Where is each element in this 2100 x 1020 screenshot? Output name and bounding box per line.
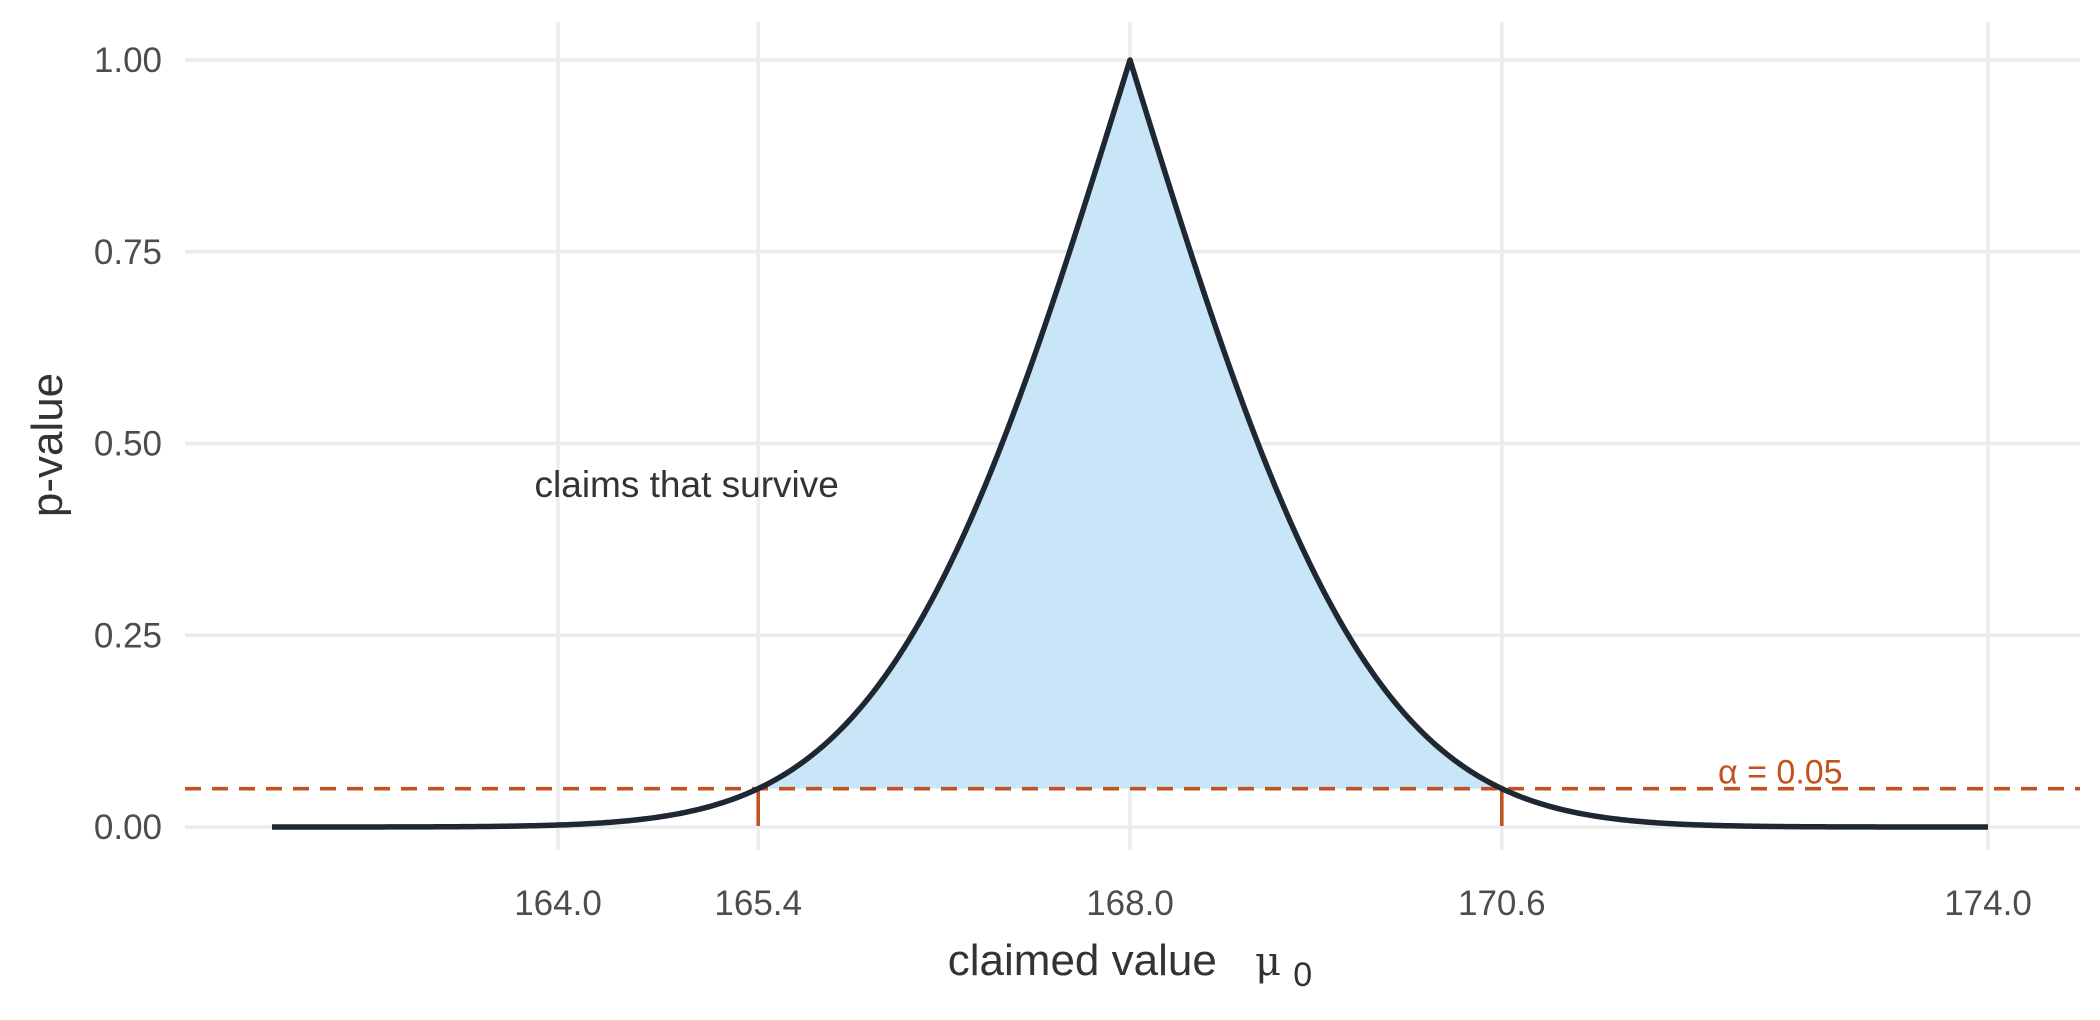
p-value-curve <box>271 57 1989 830</box>
y-tick-label-2: 0.50 <box>94 425 162 464</box>
ci-bound-markers <box>756 788 1504 826</box>
y-tick-label-4: 1.00 <box>94 41 162 80</box>
claims-annotation: claims that survive <box>535 464 839 505</box>
x-tick-label-3: 170.6 <box>1458 884 1546 923</box>
y-tick-label-1: 0.25 <box>94 616 162 655</box>
survival-region-area <box>758 60 1502 789</box>
x-tick-label-1: 165.4 <box>714 884 802 923</box>
x-tick-label-2: 168.0 <box>1086 884 1174 923</box>
y-tick-labels: 0.00 0.25 0.50 0.75 1.00 <box>94 41 162 847</box>
x-axis-title-text: claimed value <box>948 936 1217 985</box>
x-axis-title: claimed value μ 0 <box>948 936 1312 994</box>
x-tick-label-4: 174.0 <box>1944 884 2032 923</box>
x-axis-title-symbol: μ <box>1255 939 1281 985</box>
y-tick-label-0: 0.00 <box>94 808 162 847</box>
x-tick-labels: 164.0 165.4 168.0 170.6 174.0 <box>514 884 2032 923</box>
alpha-label: α = 0.05 <box>1718 754 1843 792</box>
y-axis-title: p-value <box>23 373 72 517</box>
x-tick-label-0: 164.0 <box>514 884 602 923</box>
x-axis-title-subscript: 0 <box>1293 956 1312 994</box>
y-tick-label-3: 0.75 <box>94 233 162 272</box>
